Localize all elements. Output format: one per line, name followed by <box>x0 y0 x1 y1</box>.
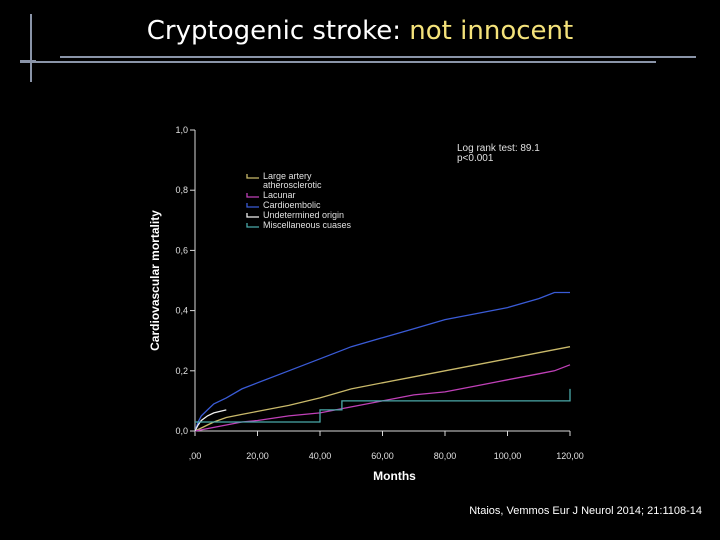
y-tick-label: 1,0 <box>175 125 188 135</box>
annotation-line: Log rank test: 89.1 <box>457 143 540 154</box>
series-line-lacunar <box>194 364 571 432</box>
y-tick-label: 0,6 <box>175 245 188 255</box>
x-tick-label: 80,00 <box>434 451 457 461</box>
title-main: Cryptogenic stroke: <box>146 16 410 46</box>
y-tick-label: 0,4 <box>175 306 188 316</box>
left-vertical-rule <box>30 14 32 82</box>
series-line-miscellaneous-cuases <box>195 388 571 423</box>
legend-swatch-large-artery-atherosclerotic <box>246 174 259 179</box>
y-axis-label: Cardiovascular mortality <box>148 210 162 351</box>
x-tick-label: 120,00 <box>556 451 584 461</box>
y-axis-ticks: 0,0 0,2 0,4 0,6 0,8 1,0 <box>175 125 195 436</box>
top-horizontal-rule <box>60 56 696 58</box>
legend: Large arteryatheroscleroticLacunarCardio… <box>246 171 352 230</box>
annotation-line: p<0.001 <box>457 153 494 164</box>
x-tick-label: 20,00 <box>246 451 269 461</box>
x-axis-ticks: ,00 20,00 40,00 60,00 80,00 100,00 120,00 <box>189 431 584 461</box>
series-line-large-artery-atherosclerotic <box>194 346 571 432</box>
x-tick-label: 100,00 <box>494 451 522 461</box>
citation: Ntaios, Vemmos Eur J Neurol 2014; 21:110… <box>469 505 702 517</box>
legend-label-large-artery-atherosclerotic: atherosclerotic <box>263 180 322 190</box>
y-tick-label: 0,2 <box>175 366 188 376</box>
series-line-undetermined-origin <box>194 409 227 432</box>
x-tick-label: 60,00 <box>371 451 394 461</box>
legend-swatch-undetermined-origin <box>246 213 259 218</box>
x-tick-label: 40,00 <box>309 451 332 461</box>
bottom-horizontal-rule <box>20 61 656 63</box>
y-tick-label: 0,0 <box>175 426 188 436</box>
log-rank-annotation: Log rank test: 89.1p<0.001 <box>457 143 540 164</box>
mortality-chart: 0,0 0,2 0,4 0,6 0,8 1,0 ,00 20,00 40,00 60,00 80,… <box>148 125 584 483</box>
page-title: Cryptogenic stroke: not innocent <box>0 16 720 46</box>
legend-label-undetermined-origin: Undetermined origin <box>263 210 344 220</box>
x-tick-label: ,00 <box>189 451 202 461</box>
legend-swatch-cardioembolic <box>246 203 259 208</box>
series-line-cardioembolic <box>194 291 570 432</box>
y-tick-label: 0,8 <box>175 185 188 195</box>
title-highlight: not innocent <box>409 16 574 46</box>
x-axis-label: Months <box>373 469 416 483</box>
legend-label-cardioembolic: Cardioembolic <box>263 200 321 210</box>
legend-swatch-miscellaneous-cuases <box>246 223 259 228</box>
legend-label-lacunar: Lacunar <box>263 190 296 200</box>
legend-label-large-artery-atherosclerotic: Large artery <box>263 171 312 181</box>
series-lines <box>194 291 571 432</box>
legend-swatch-lacunar <box>246 193 259 198</box>
legend-label-miscellaneous-cuases: Miscellaneous cuases <box>263 220 352 230</box>
